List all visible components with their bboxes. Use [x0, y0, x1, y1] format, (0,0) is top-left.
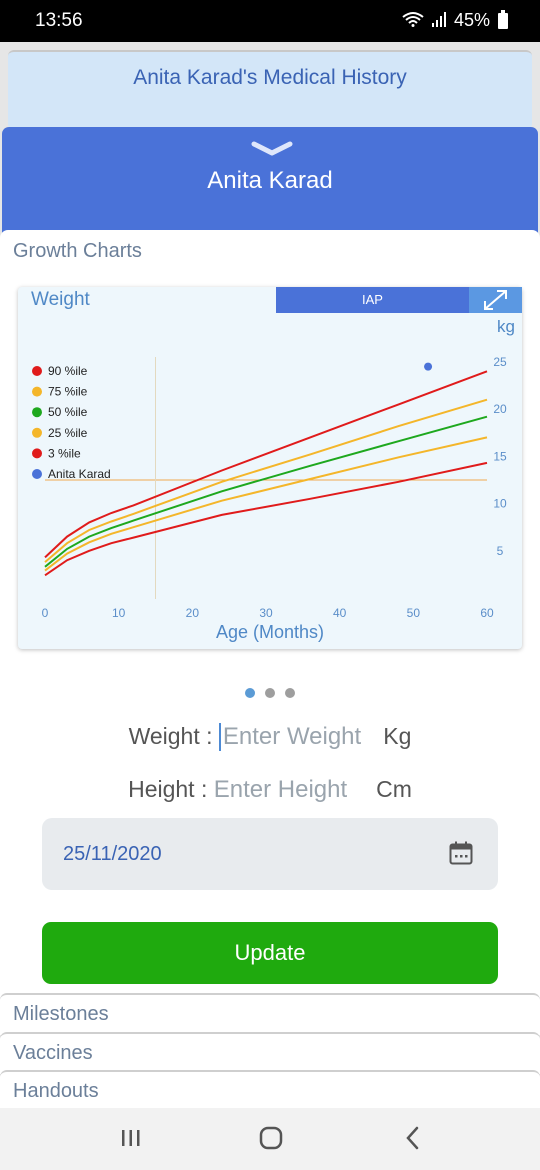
weight-growth-chart: kg 5 10 15 20 25 0 10 20 30 40 50 60 Age (Months) 90 %… — [32, 317, 515, 642]
medical-history-header[interactable]: Anita Karad's Medical History — [8, 50, 532, 130]
height-unit: Cm — [376, 776, 412, 802]
height-row: Height : Cm — [0, 776, 540, 804]
legend-label: 25 %ile — [48, 426, 88, 440]
patient-card[interactable]: Anita Karad — [2, 127, 538, 237]
chart-measure-label: Weight — [31, 289, 90, 310]
chart-pager — [0, 685, 540, 703]
x-tick-label: 30 — [259, 606, 273, 620]
series-line-1 — [44, 370, 488, 559]
battery-icon — [498, 9, 508, 29]
y-unit-label: kg — [497, 317, 515, 336]
x-tick-label: 60 — [480, 606, 494, 620]
recents-icon[interactable] — [116, 1123, 146, 1153]
update-button[interactable]: Update — [42, 922, 498, 984]
x-tick-label: 40 — [333, 606, 347, 620]
series-line-5 — [44, 461, 488, 577]
legend-label: 90 %ile — [48, 364, 88, 378]
legend-marker — [32, 427, 42, 438]
pager-dot-1[interactable] — [244, 688, 255, 698]
wifi-icon — [402, 11, 424, 30]
accordion-milestones[interactable]: Milestones — [0, 993, 540, 1035]
growth-charts-title[interactable]: Growth Charts — [13, 240, 142, 262]
patient-name: Anita Karad — [207, 167, 333, 194]
y-tick-label: 25 — [493, 355, 507, 369]
weight-row: Weight : Kg — [0, 723, 540, 751]
battery-percent: 45% — [453, 10, 490, 30]
series-line-3 — [44, 415, 488, 568]
home-icon[interactable] — [256, 1123, 286, 1153]
x-tick-label: 20 — [186, 606, 200, 620]
back-icon[interactable] — [398, 1123, 428, 1153]
height-label: Height : — [128, 776, 208, 802]
x-tick-label: 50 — [407, 606, 421, 620]
expand-icon — [484, 290, 507, 310]
legend-label: 3 %ile — [48, 446, 81, 460]
android-nav-bar — [0, 1108, 540, 1170]
standard-selector[interactable]: IAP — [276, 287, 469, 313]
weight-chart-card[interactable]: kg 5 10 15 20 25 0 10 20 30 40 50 60 Age (Months) 90 %… — [18, 287, 522, 649]
legend-marker — [32, 366, 42, 376]
legend-marker — [32, 386, 42, 397]
medical-history-title: Anita Karad's Medical History — [133, 66, 407, 89]
y-tick-label: 10 — [493, 497, 507, 511]
legend-label: 75 %ile — [48, 385, 88, 399]
height-input[interactable] — [213, 776, 370, 804]
signal-icon — [431, 11, 446, 30]
status-bar: 13:56 45% — [0, 0, 540, 42]
legend-label: Anita Karad — [48, 467, 111, 481]
y-tick-label: 20 — [493, 402, 507, 416]
series-line-2 — [44, 398, 488, 563]
accordion-handouts[interactable]: Handouts — [0, 1070, 540, 1110]
calendar-icon[interactable] — [449, 841, 473, 865]
legend-label: 50 %ile — [48, 405, 88, 419]
status-icons: 45% — [402, 9, 508, 31]
date-value: 25/11/2020 — [63, 843, 162, 865]
legend-marker — [32, 469, 42, 479]
expand-button[interactable] — [469, 287, 522, 313]
patient-point — [424, 362, 433, 371]
y-tick-label: 5 — [497, 544, 504, 558]
weight-label: Weight : — [128, 723, 213, 749]
x-axis-label: Age (Months) — [216, 622, 324, 642]
pager-dot-2[interactable] — [265, 688, 275, 698]
date-field[interactable]: 25/11/2020 — [42, 818, 498, 890]
weight-unit: Kg — [383, 723, 412, 749]
growth-charts-panel: Growth Charts kg 5 10 15 20 25 0 10 20 30 40 50 60 Ag… — [0, 230, 540, 998]
y-tick-label: 15 — [493, 449, 507, 463]
x-tick-label: 0 — [42, 606, 49, 620]
weight-input[interactable] — [218, 723, 377, 751]
milestones-label: Milestones — [13, 1003, 109, 1025]
pager-dot-3[interactable] — [285, 688, 296, 698]
vaccines-label: Vaccines — [13, 1042, 93, 1064]
chevron-down-icon[interactable] — [250, 139, 294, 159]
status-time: 13:56 — [35, 10, 83, 31]
legend-marker — [32, 448, 42, 459]
legend-marker — [32, 407, 42, 418]
handouts-label: Handouts — [13, 1080, 99, 1102]
accordion-vaccines[interactable]: Vaccines — [0, 1032, 540, 1074]
x-tick-label: 10 — [112, 606, 126, 620]
series-line-4 — [44, 436, 488, 572]
